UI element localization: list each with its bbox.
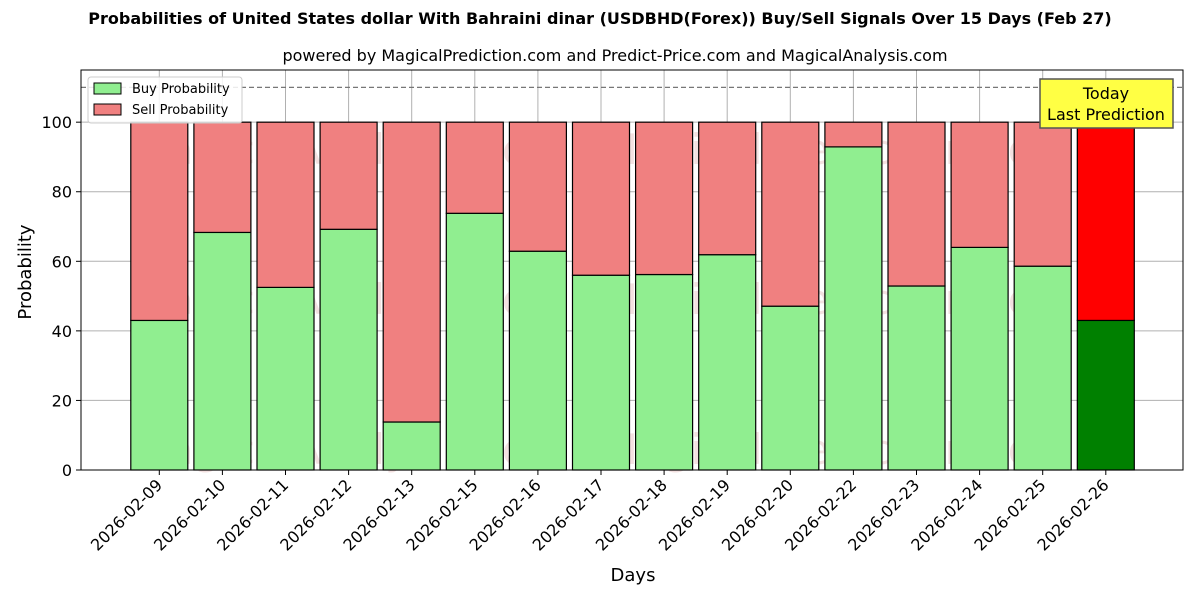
bars-layer <box>130 121 1135 471</box>
buy-bar <box>445 212 504 471</box>
sell-bar <box>319 121 378 230</box>
buy-bar <box>761 305 820 471</box>
y-tick-label: 20 <box>52 391 72 410</box>
sell-bar <box>193 121 252 234</box>
sell-bar <box>698 121 757 256</box>
sell-bar <box>950 121 1009 248</box>
buy-bar <box>319 228 378 471</box>
x-axis: 2026-02-092026-02-102026-02-112026-02-12… <box>87 470 1113 555</box>
buy-bar <box>508 250 567 471</box>
sell-bar <box>887 121 946 287</box>
sell-bar <box>256 121 315 288</box>
buy-bar <box>193 231 252 471</box>
legend-box <box>87 76 243 124</box>
legend-label: Buy Probability <box>132 82 230 97</box>
sell-bar <box>130 121 189 322</box>
buy-bar <box>824 146 883 471</box>
legend-swatch <box>93 103 122 116</box>
plot-frame <box>80 69 1184 471</box>
buy-bar <box>698 254 757 471</box>
buy-bar <box>887 285 946 471</box>
y-tick-label: 100 <box>41 113 72 132</box>
buy-bar <box>130 319 189 471</box>
y-tick-label: 80 <box>52 183 72 202</box>
legend-swatch <box>93 82 122 95</box>
annotation-text: Last Prediction <box>1047 105 1165 124</box>
sell-bar <box>1076 121 1135 322</box>
annotation-box <box>1039 78 1174 129</box>
legend-label: Sell Probability <box>132 103 229 118</box>
sell-bar <box>571 121 631 276</box>
sell-bar <box>824 121 883 148</box>
chart-subtitle: powered by MagicalPrediction.com and Pre… <box>282 46 948 65</box>
buy-bar <box>256 286 315 471</box>
buy-bar <box>634 273 694 471</box>
y-tick-label: 40 <box>52 322 72 341</box>
sell-bar <box>634 121 694 276</box>
sell-bar <box>1013 121 1072 267</box>
y-axis-label: Probability <box>15 224 36 319</box>
buy-bar <box>1076 319 1135 471</box>
chart-title: Probabilities of United States dollar Wi… <box>88 9 1112 28</box>
buy-bar <box>382 421 441 471</box>
y-tick-label: 0 <box>62 461 72 480</box>
buy-bar <box>1013 265 1072 471</box>
buy-bar <box>950 246 1009 471</box>
y-tick-label: 60 <box>52 252 72 271</box>
y-axis: 0 20 40 60 80 100 <box>41 113 81 480</box>
legend: Buy Probability Sell Probability <box>87 76 243 124</box>
sell-bar <box>382 121 441 423</box>
sell-bar <box>445 121 504 214</box>
today-annotation: Today Last Prediction <box>1039 78 1174 129</box>
sell-bar <box>508 121 567 252</box>
buy-bar <box>571 274 631 471</box>
sell-bar <box>761 121 820 307</box>
annotation-text: Today <box>1082 84 1129 103</box>
x-axis-label: Days <box>611 565 656 586</box>
